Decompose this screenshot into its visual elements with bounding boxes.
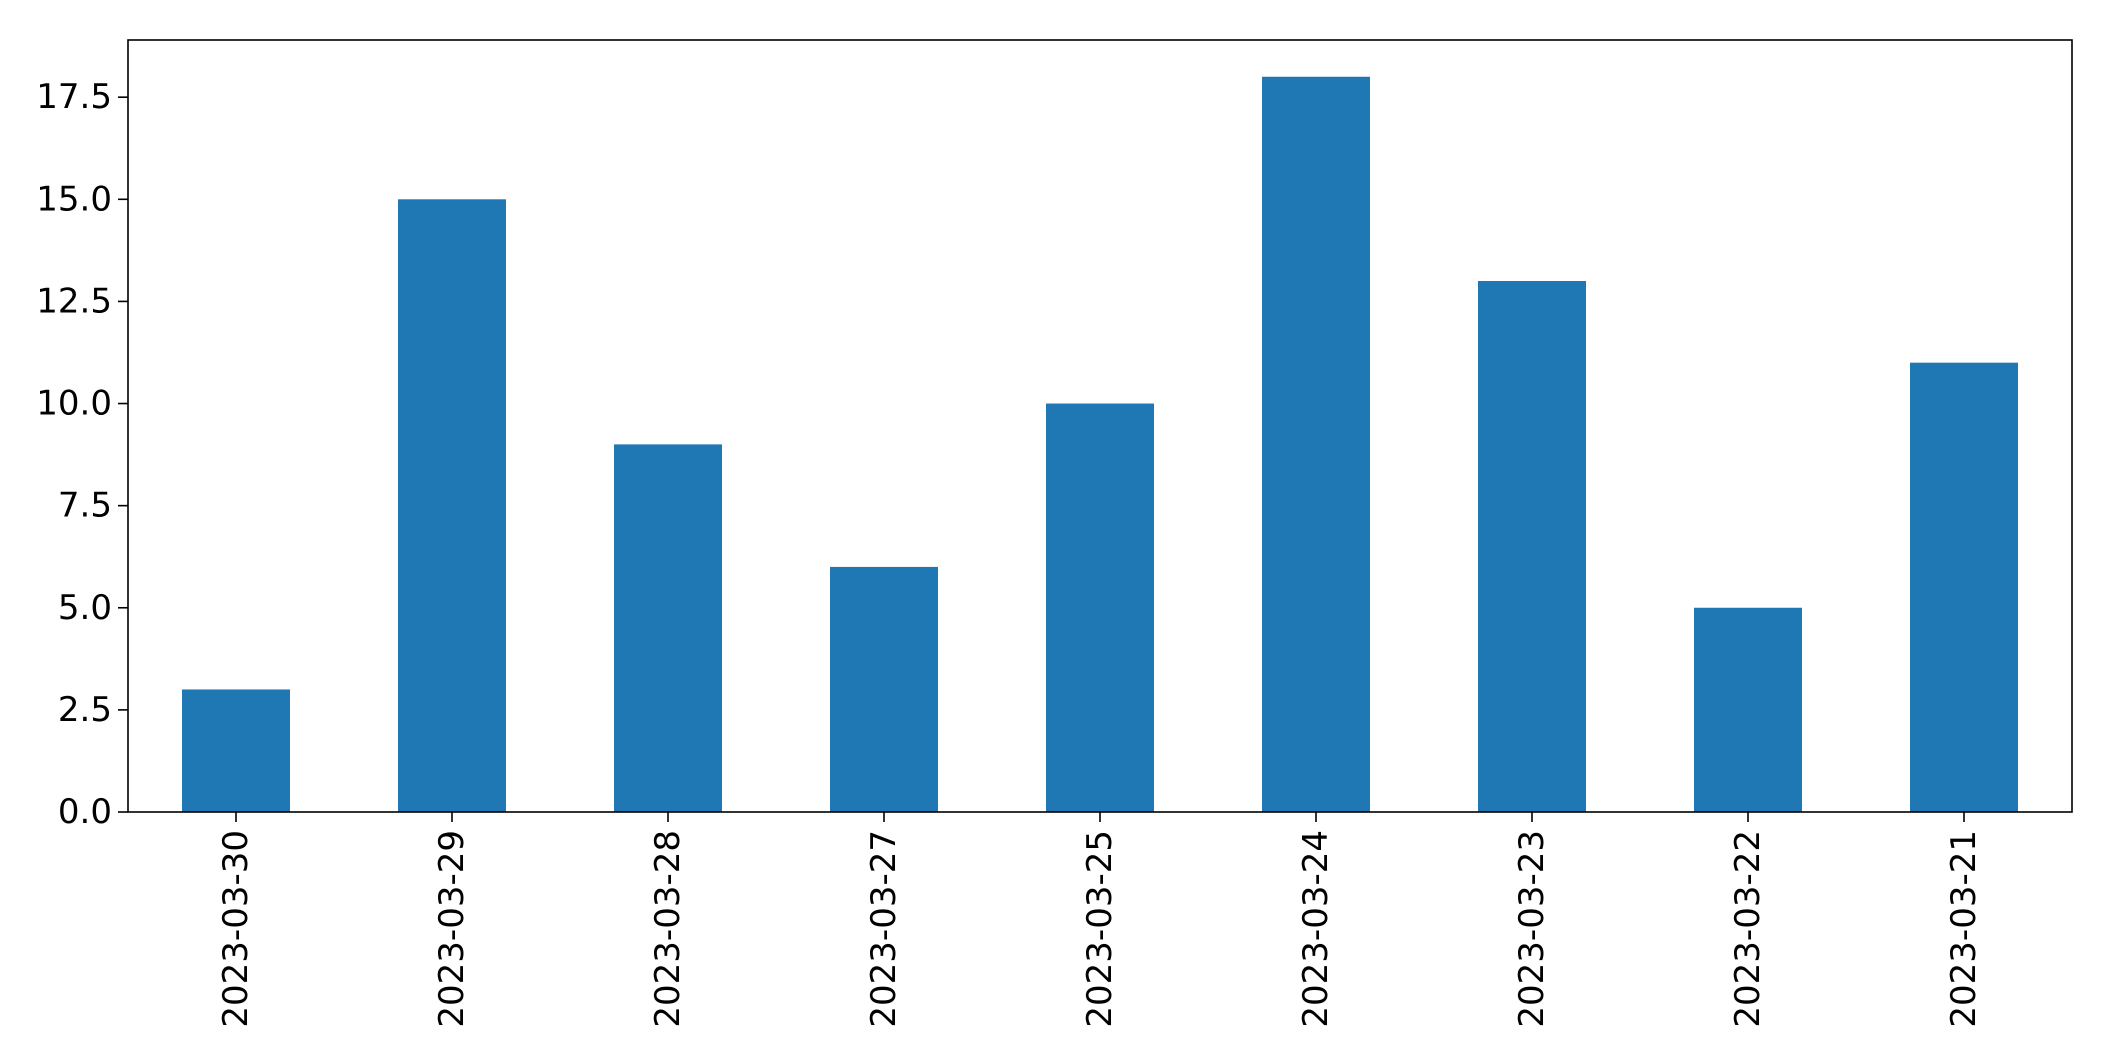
bar-2023-03-28 [614, 444, 722, 812]
y-tick-label: 2.5 [58, 690, 112, 730]
y-tick-label: 7.5 [58, 486, 112, 526]
x-tick-label: 2023-03-24 [1296, 830, 1336, 1028]
x-tick-label: 2023-03-23 [1512, 830, 1552, 1028]
bar-2023-03-27 [830, 566, 938, 812]
bar-2023-03-21 [1910, 362, 2018, 812]
y-tick-label: 15.0 [36, 179, 112, 219]
x-tick-label: 2023-03-21 [1944, 830, 1984, 1028]
bar-2023-03-29 [398, 199, 506, 813]
bars-group [182, 76, 2018, 813]
x-tick-label: 2023-03-27 [864, 830, 904, 1028]
x-tick-label: 2023-03-30 [216, 830, 256, 1028]
x-tick-label: 2023-03-25 [1080, 830, 1120, 1028]
x-tick-label: 2023-03-28 [648, 830, 688, 1028]
bar-2023-03-22 [1694, 607, 1802, 812]
bar-2023-03-25 [1046, 403, 1154, 812]
y-axis: 0.0 2.5 5.0 7.5 10.0 12.5 15.0 17.5 [36, 77, 128, 832]
y-tick-label: 12.5 [36, 281, 112, 321]
y-tick-label: 0.0 [58, 792, 112, 832]
bar-2023-03-23 [1478, 280, 1586, 812]
x-axis: 2023-03-30 2023-03-29 2023-03-28 2023-03-27… [216, 812, 1984, 1028]
y-tick-label: 17.5 [36, 77, 112, 117]
bar-2023-03-30 [182, 689, 290, 812]
y-tick-label: 5.0 [58, 588, 112, 628]
plot-area-frame [127, 39, 2073, 813]
y-tick-label: 10.0 [36, 384, 112, 424]
x-tick-label: 2023-03-22 [1728, 830, 1768, 1028]
x-tick-label: 2023-03-29 [432, 830, 472, 1028]
bar-2023-03-24 [1262, 76, 1370, 812]
